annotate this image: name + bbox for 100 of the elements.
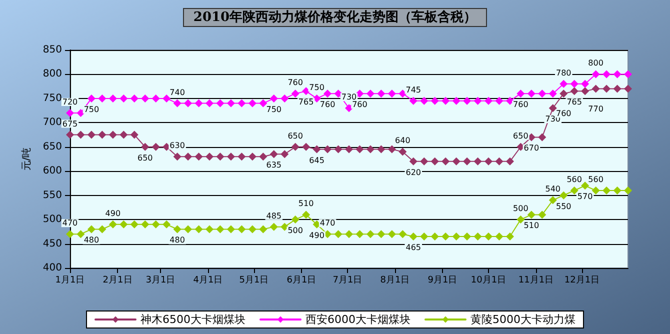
point — [302, 87, 310, 96]
x-tick-label: 12月1日 — [564, 276, 600, 286]
point — [538, 210, 546, 219]
point — [570, 80, 578, 88]
data-label: 510 — [298, 199, 314, 208]
point — [527, 210, 536, 219]
point — [98, 94, 106, 102]
point — [216, 225, 224, 234]
point — [312, 145, 321, 154]
point — [452, 96, 460, 105]
point — [238, 225, 246, 234]
point — [474, 96, 482, 105]
point — [226, 99, 235, 108]
data-label: 480 — [170, 236, 185, 245]
point — [377, 90, 386, 98]
data-label: 750 — [266, 104, 282, 114]
data-label: 730 — [341, 92, 357, 102]
point — [409, 157, 418, 166]
point — [162, 220, 171, 228]
point — [152, 142, 160, 151]
point — [602, 84, 611, 93]
point — [216, 152, 224, 161]
point — [141, 94, 150, 102]
point — [516, 216, 525, 224]
x-tick-label: 6月1日 — [286, 276, 316, 286]
point — [173, 152, 182, 161]
point — [130, 130, 138, 139]
point — [248, 99, 256, 108]
point — [570, 87, 578, 96]
data-label: 470 — [62, 218, 78, 228]
point — [152, 220, 160, 228]
point — [495, 157, 504, 166]
data-label: 765 — [566, 98, 582, 107]
point — [141, 220, 150, 228]
point — [602, 186, 611, 194]
data-label: 490 — [309, 230, 324, 240]
data-label: 560 — [566, 174, 582, 184]
point — [452, 157, 460, 166]
y-tick-label: 500 — [42, 214, 62, 226]
point — [152, 94, 160, 102]
x-tick-label: 3月1日 — [146, 276, 176, 286]
data-label: 560 — [588, 174, 604, 184]
point — [280, 222, 289, 231]
point — [291, 142, 300, 151]
legend-label: 黄陵5000大卡动力煤 — [470, 313, 576, 326]
y-tick-label: 650 — [42, 141, 62, 152]
point — [120, 130, 128, 139]
point — [581, 87, 590, 96]
point — [377, 230, 386, 238]
point — [238, 152, 246, 161]
point — [280, 150, 289, 158]
point — [345, 145, 353, 154]
point — [248, 152, 256, 161]
data-label: 760 — [288, 78, 303, 88]
point — [570, 186, 578, 194]
point — [184, 152, 192, 161]
point — [474, 232, 482, 241]
point — [108, 220, 117, 228]
data-label: 470 — [320, 218, 336, 228]
point — [398, 230, 407, 238]
point — [98, 130, 106, 139]
data-label: 780 — [556, 68, 572, 78]
point — [141, 142, 150, 151]
point — [495, 232, 504, 241]
legend-label: 神木6500大卡烟煤块 — [140, 313, 246, 326]
data-label: 510 — [524, 221, 540, 230]
point — [452, 232, 460, 241]
x-tick-label: 8月1日 — [380, 276, 410, 286]
point — [76, 130, 85, 139]
data-label: 640 — [395, 136, 410, 146]
point — [66, 108, 74, 117]
chart-title: 2010年陕西动力煤价格变化走势图（车板含税） — [193, 9, 477, 25]
y-tick-label: 550 — [42, 190, 62, 201]
point — [238, 99, 246, 108]
point — [388, 90, 396, 98]
point — [302, 210, 310, 219]
point — [76, 230, 85, 238]
point — [76, 108, 85, 117]
point — [538, 90, 546, 98]
point — [560, 90, 568, 98]
point — [624, 84, 632, 93]
point — [302, 142, 310, 151]
point — [581, 182, 590, 190]
point — [398, 148, 407, 156]
point — [66, 230, 74, 238]
point — [420, 232, 428, 241]
point — [592, 70, 600, 78]
point — [548, 196, 557, 204]
point — [420, 157, 428, 166]
y-tick-label: 850 — [42, 44, 62, 56]
point — [312, 94, 321, 102]
point — [356, 230, 364, 238]
point — [130, 220, 138, 228]
x-tick-label: 9月1日 — [428, 276, 458, 286]
point — [87, 94, 96, 102]
point — [162, 94, 171, 102]
point — [430, 232, 439, 241]
data-label: 760 — [320, 100, 336, 110]
point — [581, 80, 590, 88]
x-tick-label: 7月1日 — [332, 276, 362, 286]
